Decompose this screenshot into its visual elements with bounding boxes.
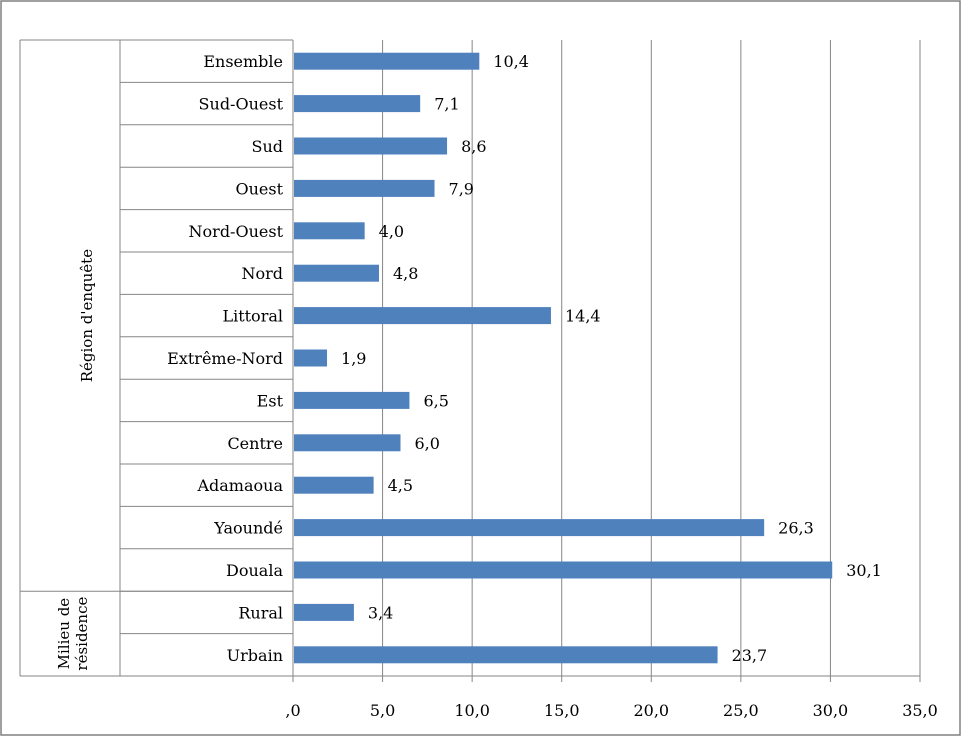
data-label-5: 4,8 [393,264,418,283]
category-label-14: Urbain [227,646,283,665]
x-tick-label-3: 15,0 [544,701,580,720]
x-tick-label-6: 30,0 [813,701,849,720]
data-label-8: 6,5 [423,391,448,410]
bar-8 [294,391,410,409]
data-label-13: 3,4 [368,603,393,622]
data-label-4: 4,0 [379,222,404,241]
bar-6 [294,307,551,325]
category-label-9: Centre [227,434,283,453]
x-tick-label-0: ,0 [285,701,300,720]
data-label-14: 23,7 [732,646,768,665]
data-label-12: 30,1 [846,561,882,580]
bar-11 [294,519,765,537]
labels: Région d'enquête Milieu de résidence Ensemb… [55,52,938,720]
bar-1 [294,95,421,113]
bar-7 [294,349,328,367]
x-tick-label-7: 35,0 [902,701,938,720]
bar-13 [294,603,354,621]
x-tick-label-5: 25,0 [723,701,759,720]
data-label-3: 7,9 [449,179,474,198]
data-label-6: 14,4 [565,307,601,326]
bar-2 [294,137,448,155]
category-label-0: Ensemble [203,52,283,71]
group-label-1-line-2: résidence [73,597,91,671]
category-label-11: Yaoundé [213,519,283,538]
category-label-12: Douala [226,561,283,580]
bar-3 [294,179,435,197]
bars [294,52,833,664]
bar-14 [294,646,718,664]
data-label-2: 8,6 [461,137,486,156]
x-tick-label-2: 10,0 [454,701,490,720]
gridlines [382,40,921,676]
bar-5 [294,264,379,282]
data-label-11: 26,3 [778,519,814,538]
data-label-7: 1,9 [341,349,366,368]
group-label-0: Région d'enquête [78,249,96,382]
data-label-1: 7,1 [434,95,459,114]
category-label-13: Rural [238,603,283,622]
x-tick-label-1: 5,0 [370,701,395,720]
category-label-4: Nord-Ouest [189,222,284,241]
category-label-7: Extrême-Nord [167,349,283,368]
category-label-2: Sud [251,137,283,156]
bar-10 [294,476,374,494]
bar-4 [294,222,365,240]
category-label-6: Littoral [222,307,283,326]
bar-9 [294,434,401,452]
group-label-1-line-1: Milieu de [55,598,73,670]
category-label-10: Adamaoua [196,476,283,495]
bar-0 [294,52,480,70]
data-label-10: 4,5 [388,476,413,495]
x-tick-label-4: 20,0 [633,701,669,720]
category-label-5: Nord [241,264,283,283]
category-label-8: Est [257,391,284,410]
bar-12 [294,561,833,579]
category-label-1: Sud-Ouest [199,95,284,114]
category-label-3: Ouest [235,179,283,198]
data-label-9: 6,0 [414,434,439,453]
data-label-0: 10,4 [493,52,529,71]
axes [19,39,921,682]
